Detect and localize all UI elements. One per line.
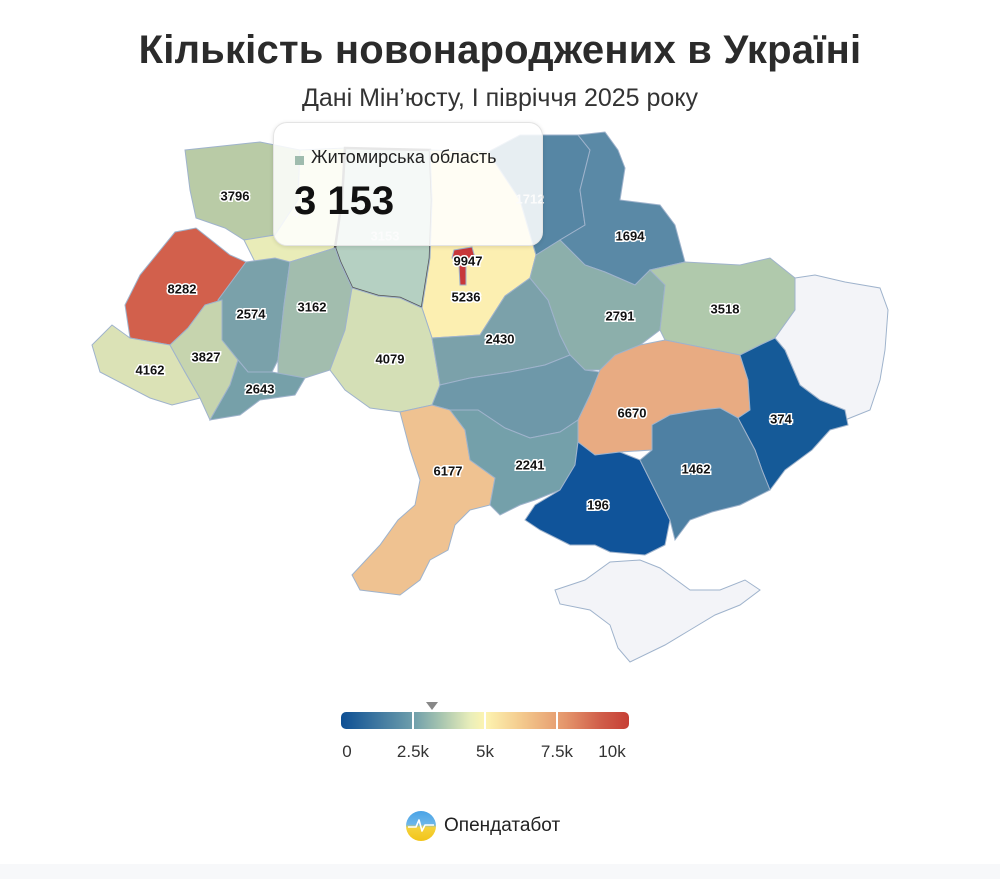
chart-title: Кількість новонароджених в Україні [138,28,862,72]
label-poltava: 2791 [606,308,635,323]
legend-label-10000: 10k [598,742,626,761]
brand-name: Опендатабот [444,815,561,836]
region-kyiv-city[interactable] [451,246,476,286]
region-crimea[interactable] [554,559,761,663]
region-tooltip: Житомирська область 3 153 [273,122,543,246]
label-kharkiv: 3518 [711,301,740,316]
legend-divider [484,712,486,729]
legend-label-0: 0 [342,742,352,761]
region-kherson[interactable] [524,441,671,556]
legend-label-5000: 5k [476,742,494,761]
region-zaporizhzhia[interactable] [639,407,771,542]
label-lviv: 8282 [168,281,197,296]
label-vinnytsia: 4079 [376,351,405,366]
chart-subtitle: Дані Мін’юсту, І півріччя 2025 року [301,84,699,112]
tooltip-region-name: Житомирська область [311,147,497,167]
legend-label-2500: 2.5k [396,742,430,761]
legend-value-marker-icon [426,702,438,710]
label-zaporizhzhia: 1462 [682,461,711,476]
label-sumy: 1694 [616,228,646,243]
tooltip-color-swatch [295,156,304,165]
label-volyn: 3796 [221,188,250,203]
legend-divider [412,712,414,729]
label-chernivtsi: 2643 [246,381,275,396]
label-ivano-frankivsk: 3827 [192,349,221,364]
color-scale-legend [341,712,629,729]
label-kherson: 196 [587,497,609,512]
label-kyiv-oblast: 5236 [452,289,481,304]
label-cherkasy: 2430 [486,331,515,346]
footer-band [0,864,1000,879]
brand-logo[interactable]: Опендатабот [406,811,560,841]
label-mykolaiv: 2241 [516,457,545,472]
label-khmelnytskyi: 3162 [298,299,327,314]
tooltip-value: 3 153 [294,179,395,223]
legend-label-7500: 7.5k [540,742,574,761]
label-donetsk: 374 [770,411,792,426]
label-zakarpattia: 4162 [136,362,165,377]
region-donetsk[interactable] [737,337,849,492]
legend-divider [556,712,558,729]
opendatabot-logo-icon [406,811,436,841]
region-chernivtsi[interactable] [209,358,306,421]
label-odesa: 6177 [434,463,463,478]
label-ternopil: 2574 [237,306,267,321]
label-dnipropetrovsk: 6670 [618,405,647,420]
label-kyiv-city: 9947 [454,253,483,268]
